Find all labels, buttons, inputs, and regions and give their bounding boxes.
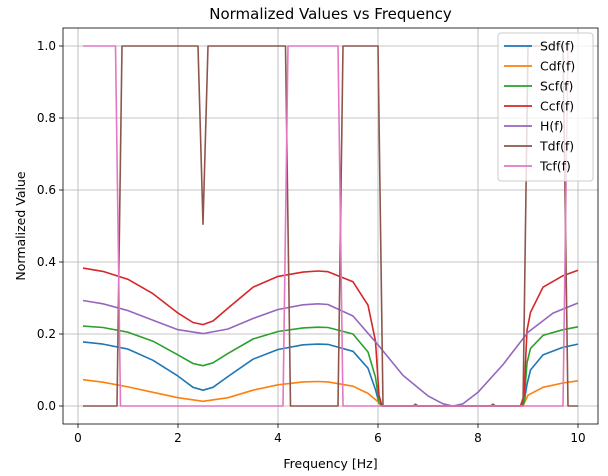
data-lines	[82, 45, 579, 407]
y-axis-label: Normalized Value	[13, 171, 28, 280]
legend-label-tcf-f: Tcf(f)	[539, 159, 571, 174]
legend-label-sdf-f: Sdf(f)	[540, 39, 574, 54]
x-tick-label: 6	[374, 431, 382, 445]
legend-label-tdf-f: Tdf(f)	[539, 139, 574, 154]
legend-label-h-f: H(f)	[540, 119, 564, 134]
legend: Sdf(f) Cdf(f) Scf(f) Ccf(f) H(f) Tdf(f) Tcf(f)	[497, 32, 594, 182]
x-tick-label: 4	[274, 431, 282, 445]
series-line-tcf-f	[83, 45, 569, 407]
legend-label-cdf-f: Cdf(f)	[540, 59, 575, 74]
y-tick-label: 0.6	[37, 183, 56, 197]
chart-title: Normalized Values vs Frequency	[209, 5, 452, 23]
y-tick-label: 0.4	[37, 255, 56, 269]
y-axis-ticks: 0.0 0.2 0.4 0.6 0.8 1.0	[37, 39, 63, 413]
x-tick-label: 0	[74, 431, 82, 445]
x-axis-ticks: 0 2 4 6 8 10	[74, 424, 586, 445]
x-tick-label: 2	[174, 431, 182, 445]
legend-label-scf-f: Scf(f)	[540, 79, 573, 94]
y-tick-label: 0.8	[37, 111, 56, 125]
y-tick-label: 1.0	[37, 39, 56, 53]
y-tick-label: 0.2	[37, 327, 56, 341]
x-tick-label: 10	[570, 431, 585, 445]
series-line-h-f	[82, 299, 579, 407]
legend-label-ccf-f: Ccf(f)	[540, 99, 574, 114]
plot-frame	[62, 27, 599, 425]
legend-box	[497, 32, 594, 182]
x-tick-label: 8	[474, 431, 482, 445]
x-axis-label: Frequency [Hz]	[283, 456, 377, 471]
y-tick-label: 0.0	[37, 399, 56, 413]
